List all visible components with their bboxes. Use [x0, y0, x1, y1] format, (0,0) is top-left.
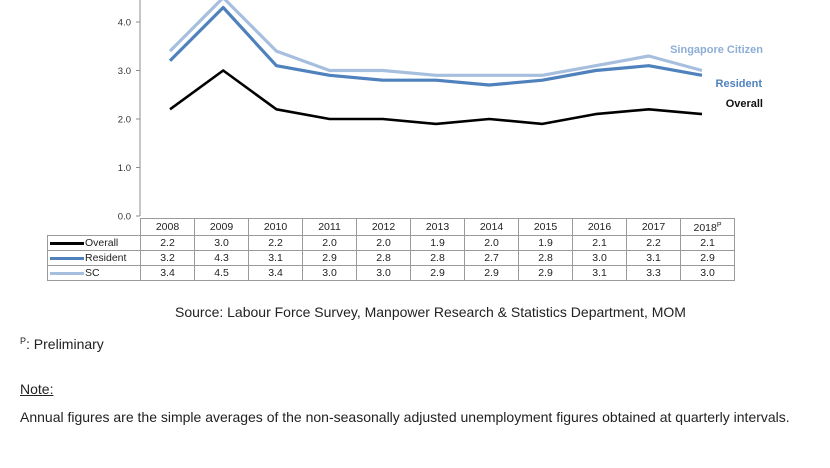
- year-header-row: 2008 2009 2010 2011 2012 2013 2014 2015 2016 2017…: [47, 218, 735, 236]
- table-value-cell: 2.9: [518, 265, 573, 281]
- y-tick-label: 1.0: [118, 163, 131, 174]
- table-value-cell: 2.0: [302, 235, 357, 251]
- source-note: Source: Labour Force Survey, Manpower Re…: [175, 304, 686, 320]
- year-header-cell: 2012: [356, 218, 411, 236]
- table-row-resident: Resident 3.2 4.3 3.1 2.9 2.8 2.8 2.7 2.8 3.0 3.1 2.…: [47, 250, 735, 266]
- series-label-resident: Resident: [716, 78, 763, 90]
- table-value-cell: 4.3: [194, 250, 249, 266]
- series-key-cell: Overall: [47, 235, 141, 251]
- legend-key-swatch: [50, 256, 84, 260]
- legend-key-swatch: [50, 271, 84, 275]
- preliminary-footnote: P: Preliminary: [20, 336, 104, 352]
- series-label-overall: Overall: [726, 98, 763, 110]
- table-value-cell: 3.0: [680, 265, 735, 281]
- table-value-cell: 2.2: [248, 235, 303, 251]
- table-value-cell: 3.1: [626, 250, 681, 266]
- series-line-sc: [168, 0, 703, 77]
- table-value-cell: 2.8: [410, 250, 465, 266]
- note-heading: Note:: [20, 381, 54, 397]
- preliminary-mark: P: [716, 222, 722, 229]
- series-label-sc: Singapore Citizen: [670, 44, 763, 56]
- data-table: 2008 2009 2010 2011 2012 2013 2014 2015 2016 2017…: [47, 218, 735, 281]
- year-header-cell: 2017: [626, 218, 681, 236]
- table-row-overall: Overall 2.2 3.0 2.2 2.0 2.0 1.9 2.0 1.9 2.1 2.2 2.1: [47, 235, 735, 251]
- table-value-cell: 2.9: [464, 265, 519, 281]
- series-name: Resident: [85, 252, 127, 264]
- series-key-cell: Resident: [47, 250, 141, 266]
- table-value-cell: 3.4: [140, 265, 195, 281]
- table-value-cell: 3.0: [302, 265, 357, 281]
- table-value-cell: 2.8: [356, 250, 411, 266]
- table-value-cell: 2.8: [518, 250, 573, 266]
- y-tick-label: 2.0: [118, 115, 131, 126]
- year-header-cell: 2015: [518, 218, 573, 236]
- table-value-cell: 3.2: [140, 250, 195, 266]
- year-header-cell: 2010: [248, 218, 303, 236]
- line-chart: 0.0 1.0 2.0 3.0 4.0 Overall Resident Singapore …: [118, 0, 763, 223]
- y-tick-label: 3.0: [118, 66, 131, 77]
- table-row-sc: SC 3.4 4.5 3.4 3.0 3.0 2.9 2.9 2.9 3.1 3.3 3.0: [47, 265, 735, 281]
- table-value-cell: 2.9: [410, 265, 465, 281]
- year-header-cell: 2014: [464, 218, 519, 236]
- table-value-cell: 3.4: [248, 265, 303, 281]
- table-value-cell: 4.5: [194, 265, 249, 281]
- table-value-cell: 3.1: [572, 265, 627, 281]
- table-value-cell: 2.1: [680, 235, 735, 251]
- table-value-cell: 2.1: [572, 235, 627, 251]
- year-header-cell: 2013: [410, 218, 465, 236]
- table-value-cell: 2.9: [302, 250, 357, 266]
- year-header-cell: 2009: [194, 218, 249, 236]
- year-header-cell: 2018P: [680, 218, 735, 236]
- table-value-cell: 3.0: [194, 235, 249, 251]
- table-corner: [47, 218, 141, 236]
- series-name: SC: [85, 267, 100, 279]
- series-line-overall: [169, 69, 703, 126]
- series-line-resident: [168, 5, 703, 87]
- table-value-cell: 2.2: [140, 235, 195, 251]
- year-header-cell: 2011: [302, 218, 357, 236]
- table-value-cell: 3.0: [356, 265, 411, 281]
- footnote-mark: P: [20, 336, 27, 346]
- series-key-cell: SC: [47, 265, 141, 281]
- table-value-cell: 2.2: [626, 235, 681, 251]
- table-value-cell: 1.9: [518, 235, 573, 251]
- table-value-cell: 3.0: [572, 250, 627, 266]
- year-header-cell: 2008: [140, 218, 195, 236]
- table-value-cell: 2.0: [464, 235, 519, 251]
- table-value-cell: 1.9: [410, 235, 465, 251]
- table-value-cell: 3.1: [248, 250, 303, 266]
- year-header-cell: 2016: [572, 218, 627, 236]
- table-value-cell: 2.7: [464, 250, 519, 266]
- table-value-cell: 2.0: [356, 235, 411, 251]
- footnote-text: : Preliminary: [26, 336, 104, 352]
- y-tick-label: 4.0: [118, 18, 131, 29]
- table-value-cell: 3.3: [626, 265, 681, 281]
- y-tick-label: 0.0: [118, 212, 131, 223]
- table-value-cell: 2.9: [680, 250, 735, 266]
- series-name: Overall: [85, 237, 119, 249]
- note-body: Annual figures are the simple averages o…: [20, 409, 790, 425]
- legend-key-swatch: [50, 241, 84, 245]
